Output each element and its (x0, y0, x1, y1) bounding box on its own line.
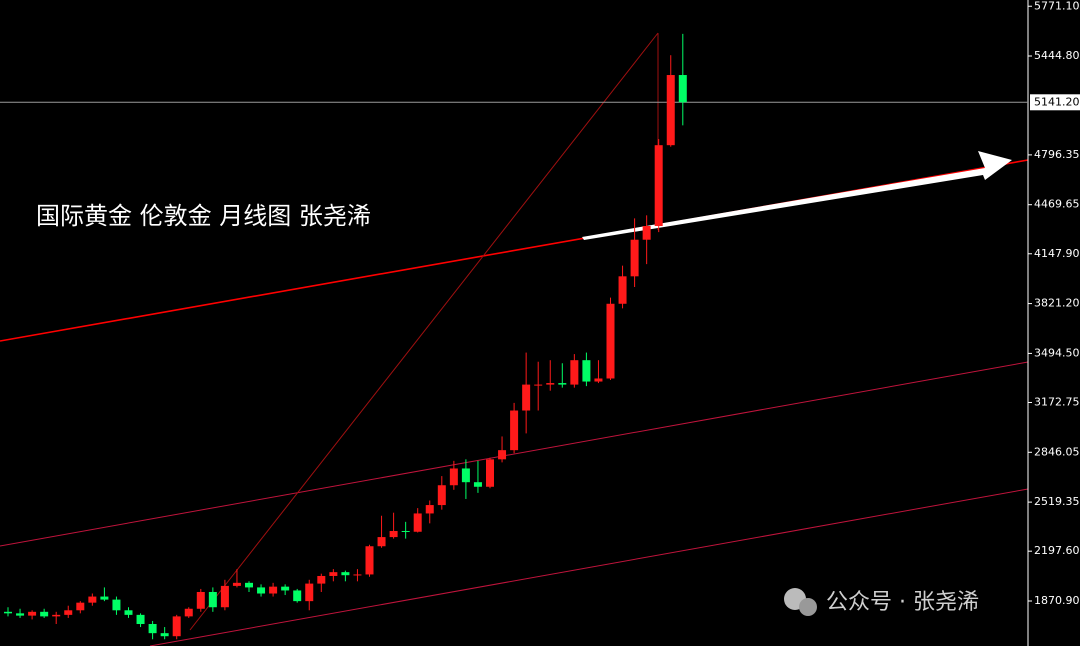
candle-body (124, 610, 133, 615)
candle-body (389, 530, 398, 538)
y-tick-label: 5771.10 (1034, 0, 1080, 12)
candle-body (558, 383, 567, 385)
candle-body (546, 383, 555, 385)
candle-body (630, 239, 639, 277)
current-price-box (1030, 94, 1080, 111)
candle-body (473, 482, 482, 487)
candle-body (377, 537, 386, 547)
y-tick-label: 4147.90 (1034, 247, 1080, 260)
candle-body (486, 459, 494, 487)
y-tick-label: 3494.50 (1034, 346, 1080, 359)
candle-body (317, 575, 326, 584)
candle-body (582, 360, 591, 382)
chart-title: 国际黄金 伦敦金 月线图 张尧浠 (36, 202, 371, 230)
trend-line (0, 361, 1029, 547)
y-tick-label: 2197.60 (1034, 544, 1080, 557)
candle-body (642, 225, 651, 240)
candle-body (305, 583, 314, 602)
candle-body (437, 485, 446, 506)
candle-body (245, 582, 253, 588)
candle-body (570, 360, 579, 385)
y-tick-label: 3821.20 (1034, 297, 1080, 310)
candle-body (220, 585, 229, 608)
trend-line (149, 488, 1029, 646)
candle-body (365, 546, 374, 575)
candle-body (461, 468, 470, 483)
candle-body (666, 75, 675, 146)
trend-line (189, 32, 659, 631)
candle-body (594, 378, 603, 382)
candle-body (329, 572, 338, 576)
candle-body (136, 614, 145, 625)
y-tick-label: 3172.75 (1034, 395, 1080, 408)
candle-body (510, 410, 519, 451)
candle-body (16, 613, 25, 616)
candle-body (534, 384, 543, 386)
candle-body (76, 602, 85, 611)
y-tick-label: 4469.65 (1034, 198, 1080, 211)
candle-body (606, 303, 615, 379)
candle-body (64, 610, 73, 615)
candle-body (148, 624, 157, 634)
candle-body (522, 384, 531, 411)
candle-body (281, 586, 290, 591)
arrow (582, 151, 1012, 240)
candle-body (52, 614, 61, 617)
y-tick-label: 5444.80 (1034, 49, 1080, 62)
candle-body (4, 611, 12, 614)
candle-body (196, 591, 205, 609)
y-tick-label: 4796.35 (1034, 148, 1080, 161)
candle-body (112, 599, 121, 611)
candle-body (172, 616, 181, 637)
candle-body (425, 505, 434, 514)
candle-body (88, 596, 97, 603)
candle-body (184, 608, 193, 617)
candle-body (100, 596, 109, 600)
candle-body (678, 75, 687, 103)
y-tick-label: 1870.90 (1034, 594, 1080, 607)
candle-body (232, 582, 241, 586)
candle-body (257, 587, 266, 594)
candle-body (449, 468, 458, 486)
candle-body (401, 530, 410, 532)
candle-body (269, 586, 278, 594)
candle-body (654, 145, 663, 226)
candle-body (413, 513, 422, 532)
watermark-icon (784, 588, 817, 616)
candle-body (40, 611, 49, 617)
candle-body (353, 574, 362, 576)
candle-body (160, 633, 169, 637)
candle-body (28, 611, 37, 616)
current-price-label: 5141.20 (1034, 95, 1080, 108)
candle-body (208, 591, 217, 608)
candle-body (293, 590, 302, 602)
candle-body (618, 276, 627, 304)
y-tick-label: 2519.35 (1034, 495, 1080, 508)
candle-body (498, 450, 507, 460)
y-tick-label: 2846.05 (1034, 445, 1080, 458)
watermark: 公众号 · 张尧浠 (826, 590, 979, 615)
candle-body (341, 572, 350, 576)
